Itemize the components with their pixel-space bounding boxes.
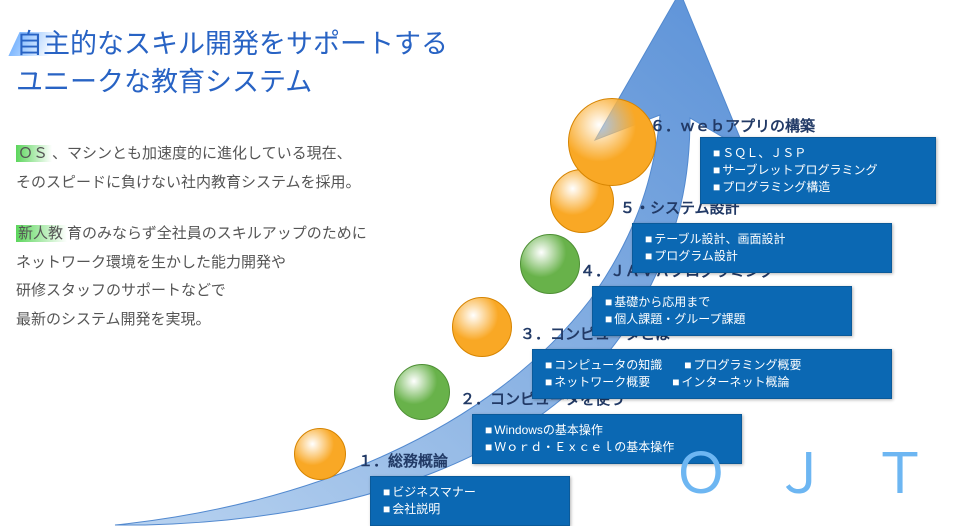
- box-item: ネットワーク概要: [545, 373, 650, 390]
- box-row: ネットワーク概要 インターネット概論: [545, 373, 879, 390]
- ojt-label: Ｏ Ｊ Ｔ: [673, 429, 942, 510]
- box-row: プログラミング構造: [713, 178, 923, 195]
- step-5: ５・システム設計テーブル設計、画面設計プログラム設計: [580, 197, 892, 273]
- box-row: 個人課題・グループ課題: [605, 310, 839, 327]
- box-item: プログラム設計: [645, 247, 738, 264]
- step-box-4: 基礎から応用まで個人課題・グループ課題: [592, 286, 852, 336]
- box-row: テーブル設計、画面設計: [645, 230, 879, 247]
- box-row: 会社説明: [383, 500, 557, 517]
- box-row: ＳＱＬ、ＪＳＰ: [713, 144, 923, 161]
- step-box-1: ビジネスマナー会社説明: [370, 476, 570, 526]
- box-item: Windowsの基本操作: [485, 421, 603, 438]
- step-box-6: ＳＱＬ、ＪＳＰサーブレットプログラミングプログラミング構造: [700, 137, 936, 204]
- step-box-5: テーブル設計、画面設計プログラム設計: [632, 223, 892, 273]
- box-item: テーブル設計、画面設計: [645, 230, 786, 247]
- box-row: サーブレットプログラミング: [713, 161, 923, 178]
- box-row: コンピュータの知識 プログラミング概要: [545, 356, 879, 373]
- box-item: ＳＱＬ、ＪＳＰ: [713, 144, 806, 161]
- box-item: 会社説明: [383, 500, 440, 517]
- box-item: インターネット概論: [672, 373, 789, 390]
- box-row: ビジネスマナー: [383, 483, 557, 500]
- step-6: ６．ｗｅｂアプリの構築ＳＱＬ、ＪＳＰサーブレットプログラミングプログラミング構造: [610, 115, 815, 141]
- box-item: Ｗｏｒｄ・Ｅｘｃｅｌの基本操作: [485, 438, 674, 455]
- box-item: コンピュータの知識: [545, 356, 662, 373]
- box-item: 基礎から応用まで: [605, 293, 710, 310]
- box-item: ビジネスマナー: [383, 483, 476, 500]
- box-item: プログラミング構造: [713, 178, 830, 195]
- step-heading-6: ６．ｗｅｂアプリの構築: [650, 115, 815, 136]
- step-box-3: コンピュータの知識 プログラミング概要ネットワーク概要 インターネット概論: [532, 349, 892, 399]
- box-item: 個人課題・グループ課題: [605, 310, 746, 327]
- box-row: 基礎から応用まで: [605, 293, 839, 310]
- box-row: プログラム設計: [645, 247, 879, 264]
- step-dot-6: [568, 98, 656, 186]
- box-item: プログラミング概要: [684, 356, 801, 373]
- box-item: サーブレットプログラミング: [713, 161, 878, 178]
